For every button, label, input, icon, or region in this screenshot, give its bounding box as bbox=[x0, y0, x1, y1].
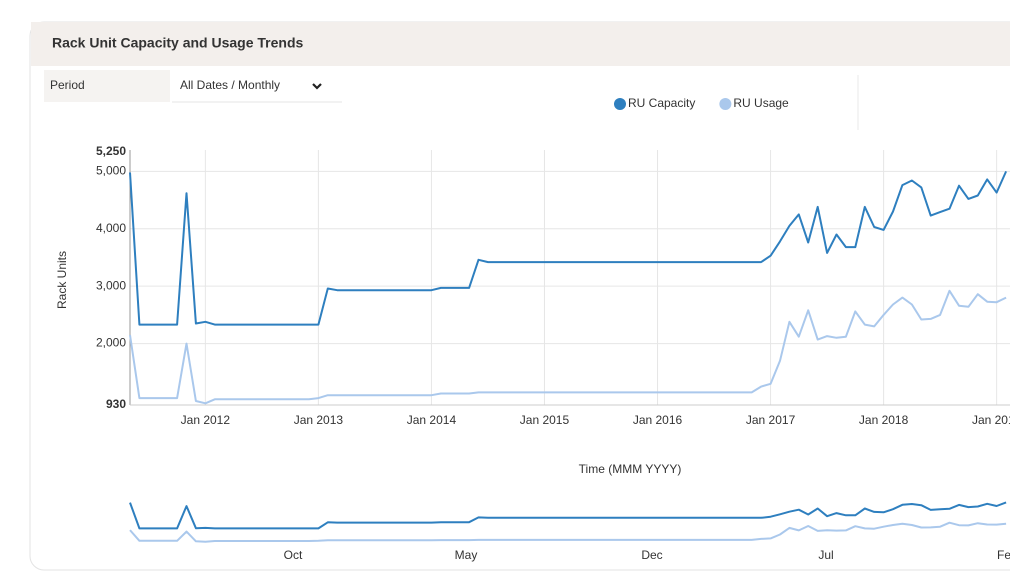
x-axis-title: Time (MMM YYYY) bbox=[579, 462, 682, 476]
y-tick-label: 3,000 bbox=[96, 278, 126, 292]
navigator-label: Oct bbox=[284, 548, 303, 562]
legend-marker bbox=[614, 98, 626, 110]
navigator-label: May bbox=[455, 548, 478, 562]
series-line bbox=[129, 289, 1007, 405]
legend-label: RU Usage bbox=[733, 96, 789, 110]
x-tick-label: Jan 2018 bbox=[859, 413, 909, 427]
panel-header bbox=[31, 22, 1010, 66]
series-line-group bbox=[129, 170, 1008, 326]
series-line-group bbox=[129, 289, 1007, 405]
y-axis-title: Rack Units bbox=[55, 251, 69, 309]
y-tick-label: 930 bbox=[106, 397, 126, 411]
navigator-label: Dec bbox=[641, 548, 662, 562]
period-dropdown[interactable]: All Dates / Monthly bbox=[172, 70, 342, 103]
y-tick-label: 5,000 bbox=[96, 164, 126, 178]
period-label: Period bbox=[50, 78, 85, 92]
period-value[interactable]: All Dates / Monthly bbox=[180, 78, 280, 92]
y-tick-label: 2,000 bbox=[96, 336, 126, 350]
panel-title: Rack Unit Capacity and Usage Trends bbox=[52, 35, 304, 51]
x-tick-label: Jan 2017 bbox=[746, 413, 796, 427]
nav-line bbox=[129, 501, 1007, 530]
x-tick-label: Jan 2015 bbox=[520, 413, 570, 427]
series-line bbox=[129, 170, 1008, 326]
y-tick-label: 5,250 bbox=[96, 144, 126, 158]
x-tick-label: Jan 2012 bbox=[181, 413, 231, 427]
card bbox=[29, 21, 1010, 571]
navigator-label: Fe bbox=[997, 548, 1010, 562]
nav-line-group bbox=[129, 521, 1007, 543]
nav-line bbox=[129, 521, 1007, 543]
dropdown-chevron[interactable] bbox=[312, 83, 322, 90]
x-tick-label: Jan 2016 bbox=[633, 413, 683, 427]
y-tick-label: 4,000 bbox=[96, 221, 126, 235]
x-tick-label: Jan 2014 bbox=[407, 413, 457, 427]
x-tick-label: Jan 2019 bbox=[972, 413, 1010, 427]
navigator-label: Jul bbox=[818, 548, 833, 562]
legend-marker bbox=[719, 98, 732, 110]
period-label-box bbox=[44, 70, 170, 102]
x-tick-label: Jan 2013 bbox=[294, 413, 344, 427]
legend-label: RU Capacity bbox=[628, 96, 695, 110]
nav-line-group bbox=[129, 501, 1007, 530]
